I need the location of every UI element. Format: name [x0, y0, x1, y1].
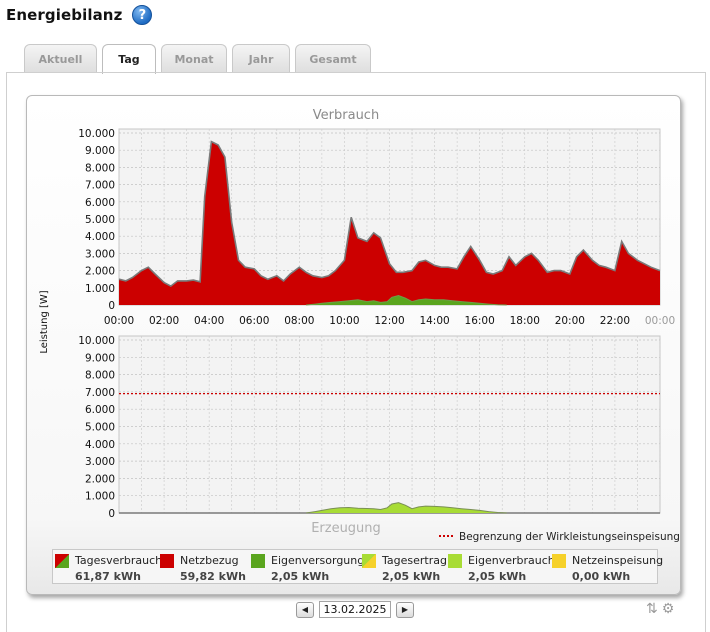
arrow-right-icon: ▶ — [401, 605, 409, 614]
y-axis-label: Leistung [W] — [39, 290, 50, 353]
x-tick-label: 14:00 — [419, 315, 449, 327]
tab-jahr[interactable]: Jahr — [232, 44, 290, 73]
help-icon[interactable]: ? — [132, 5, 153, 25]
self-supply-area — [306, 295, 507, 305]
legend-swatch — [55, 554, 69, 568]
top-x-axis: 00:00 02:00 04:00 06:00 08:00 10:00 12:00 14:00… — [104, 315, 675, 327]
content-frame — [6, 72, 706, 632]
bottom-y-tick-label: 9.000 — [85, 352, 115, 364]
tab-bar: Aktuell Tag Monat Jahr Gesamt — [24, 44, 371, 74]
bottom-y-tick-label: 8.000 — [85, 370, 115, 382]
x-tick-label: 00:00 — [645, 315, 675, 327]
legend-swatch — [251, 554, 265, 568]
top-plot-area — [118, 128, 661, 306]
arrow-left-icon: ◀ — [301, 605, 309, 614]
bottom-plot-area — [118, 335, 661, 514]
yield-area — [306, 502, 507, 513]
bottom-y-tick-label: 3.000 — [85, 456, 115, 468]
top-y-tick-label: 8.000 — [85, 162, 115, 174]
top-y-tick-label: 10.000 — [78, 128, 115, 140]
x-tick-label: 18:00 — [510, 315, 540, 327]
x-tick-label: 20:00 — [555, 315, 585, 327]
page-title: Energiebilanz — [6, 6, 123, 24]
legend-value: 59,82 kWh — [180, 570, 246, 583]
x-tick-label: 10:00 — [329, 315, 359, 327]
legend-value: 2,05 kWh — [271, 570, 330, 583]
legend-value: 2,05 kWh — [382, 570, 441, 583]
x-tick-label: 16:00 — [465, 315, 495, 327]
top-y-tick-label: 4.000 — [85, 231, 115, 243]
bottom-y-tick-label: 2.000 — [85, 473, 115, 485]
bottom-y-tick-label: 0 — [108, 508, 115, 520]
bottom-y-tick-label: 1.000 — [85, 491, 115, 503]
limit-legend-label: Begrenzung der Wirkleistungseinspeisung — [459, 531, 680, 543]
top-y-tick-label: 0 — [108, 300, 115, 312]
top-y-tick-label: 3.000 — [85, 248, 115, 260]
x-tick-label: 12:00 — [374, 315, 404, 327]
legend-swatch — [362, 554, 376, 568]
bottom-y-tick-label: 4.000 — [85, 439, 115, 451]
tab-aktuell[interactable]: Aktuell — [24, 44, 97, 73]
date-field[interactable]: 13.02.2025 — [319, 601, 391, 618]
legend-label: Netzbezug — [180, 554, 239, 567]
top-y-tick-label: 1.000 — [85, 283, 115, 295]
x-tick-label: 08:00 — [284, 315, 314, 327]
x-tick-label: 22:00 — [600, 315, 630, 327]
tab-gesamt[interactable]: Gesamt — [295, 44, 371, 73]
x-tick-label: 02:00 — [149, 315, 179, 327]
date-navigation: ◀ 13.02.2025 ▶ — [296, 601, 414, 618]
bottom-y-tick-label: 7.000 — [85, 387, 115, 399]
legend-value: 2,05 kWh — [468, 570, 527, 583]
top-y-tick-label: 7.000 — [85, 180, 115, 192]
bottom-y-tick-label: 6.000 — [85, 404, 115, 416]
bottom-chart-title: Erzeugung — [311, 521, 381, 536]
title-row: Energiebilanz ? — [6, 4, 153, 26]
legend-label: Tagesertrag — [382, 554, 447, 567]
legend: Tagesverbrauch 61,87 kWh Netzbezug 59,82… — [52, 549, 663, 584]
legend-value: 61,87 kWh — [75, 570, 141, 583]
legend-swatch — [448, 554, 462, 568]
x-tick-label: 06:00 — [239, 315, 269, 327]
sort-icon[interactable]: ⇅ — [646, 601, 658, 617]
x-tick-label: 04:00 — [194, 315, 224, 327]
yield-line — [306, 502, 507, 514]
tab-tag[interactable]: Tag — [102, 44, 156, 74]
settings-icon[interactable]: ⚙ — [661, 601, 675, 617]
legend-label: Eigenverbrauch — [468, 554, 555, 567]
top-y-tick-label: 6.000 — [85, 197, 115, 209]
prev-day-button[interactable]: ◀ — [296, 601, 314, 618]
corner-tools: ⇅ ⚙ — [646, 601, 674, 617]
top-y-axis: 0 1.000 2.000 3.000 4.000 5.000 6.000 7.000 8.00… — [78, 128, 115, 312]
bottom-y-tick-label: 10.000 — [78, 335, 115, 347]
top-chart-title: Verbrauch — [313, 108, 379, 123]
bottom-y-axis: 0 1.000 2.000 3.000 4.000 5.000 6.000 7.000 8.00… — [78, 335, 115, 520]
legend-label: Netzeinspeisung — [572, 554, 664, 567]
legend-value: 0,00 kWh — [572, 570, 631, 583]
top-y-tick-label: 9.000 — [85, 145, 115, 157]
energy-chart: Verbrauch 0 1.000 2.000 3.000 4.000 5.000 6.00… — [39, 108, 680, 543]
next-day-button[interactable]: ▶ — [396, 601, 414, 618]
bottom-y-tick-label: 5.000 — [85, 422, 115, 434]
top-y-tick-label: 5.000 — [85, 214, 115, 226]
self-supply-line — [306, 294, 507, 306]
legend-swatch — [552, 554, 566, 568]
consumption-area — [119, 141, 660, 305]
legend-label: Tagesverbrauch — [75, 554, 163, 567]
x-tick-label: 00:00 — [104, 315, 134, 327]
legend-swatch — [160, 554, 174, 568]
tab-monat[interactable]: Monat — [161, 44, 227, 73]
legend-label: Eigenversorgung — [271, 554, 365, 567]
top-y-tick-label: 2.000 — [85, 266, 115, 278]
consumption-line — [118, 140, 661, 288]
